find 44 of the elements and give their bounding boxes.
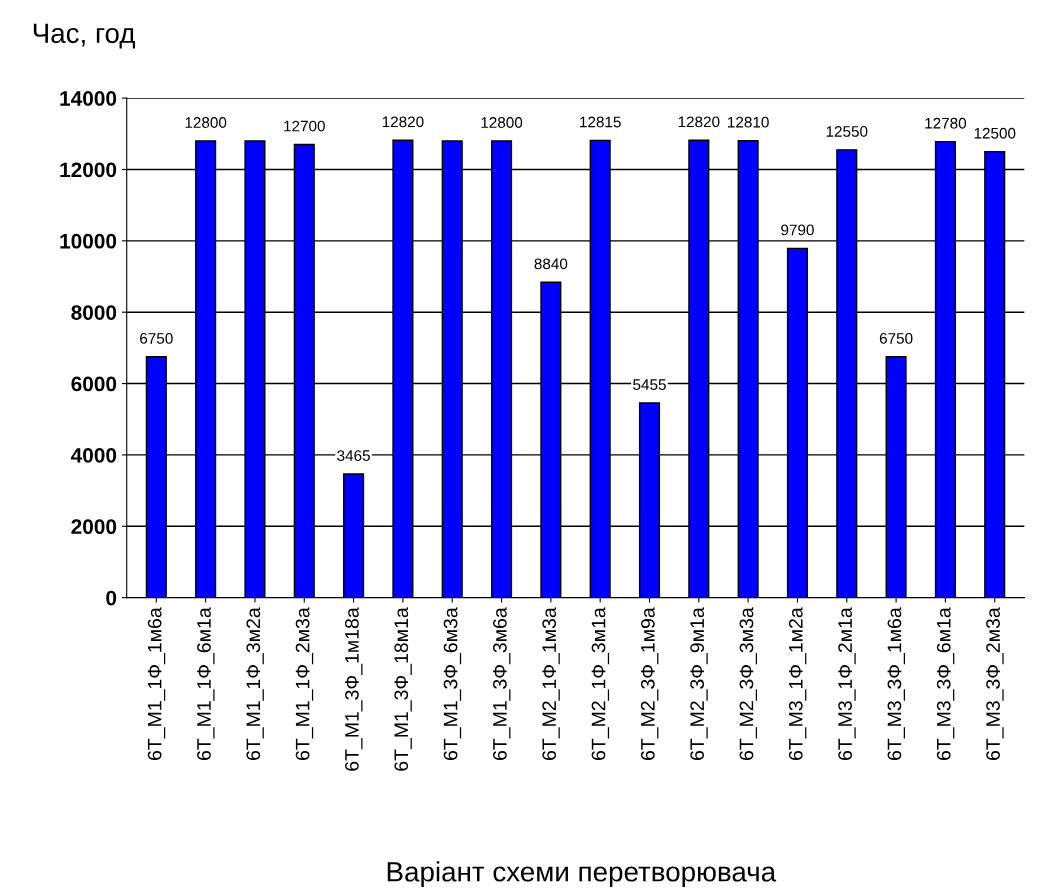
x-tick-label: 6Т_М1_1Ф_3м2а [246, 607, 264, 760]
x-tick-label: 6Т_М3_3Ф_1м6а [887, 607, 905, 760]
data-label: 12780 [925, 117, 967, 129]
data-label: 3465 [337, 450, 370, 461]
x-tick-label: 6Т_М3_3Ф_2м3а [986, 607, 1004, 760]
x-tick-label: 6Т_М3_3Ф_6м1а [936, 607, 955, 760]
x-tick-label: 6Т_М1_3Ф_1м18а [345, 607, 363, 771]
data-label: 12820 [382, 116, 424, 128]
data-label: 12810 [728, 116, 769, 128]
data-label: 8840 [534, 258, 568, 270]
x-tick-label: 6Т_М2_1Ф_3м1а [591, 607, 610, 760]
x-tick-label: 6Т_М2_1Ф_1м3а [542, 607, 560, 760]
y-tick-label: 2000 [71, 519, 117, 535]
y-axis-title: Час, год [33, 23, 136, 49]
x-tick-label: 6Т_М2_3Ф_3м3а [739, 607, 758, 760]
y-tick-label: 10000 [60, 233, 117, 249]
x-tick-label: 6Т_М1_1Ф_1м6а [147, 607, 166, 760]
data-label: 12820 [678, 116, 720, 128]
y-tick-label: 8000 [71, 305, 117, 320]
x-tick-label: 6Т_М1_3Ф_3м6а [492, 607, 511, 760]
y-tick-label: 6000 [71, 376, 117, 392]
x-tick-label: 6Т_М1_1Ф_6м1а [197, 607, 215, 760]
data-label: 12800 [185, 117, 227, 128]
y-tick-label: 12000 [60, 162, 117, 178]
data-label: 6750 [879, 332, 913, 344]
y-tick-label: 0 [106, 590, 117, 606]
x-tick-label: 6Т_М3_1Ф_2м1а [838, 607, 856, 760]
data-label: 6750 [140, 332, 173, 344]
data-label: 12815 [580, 116, 621, 128]
x-axis-title: Варіант схеми перетворювача [387, 861, 777, 888]
x-tick-label: 6Т_М3_1Ф_1м2а [788, 607, 807, 760]
x-tick-label: 6Т_М1_3Ф_18м1а [394, 607, 412, 771]
y-tick-label: 14000 [60, 91, 117, 106]
x-tick-label: 6Т_М2_3Ф_1м9а [640, 607, 659, 760]
data-label: 12550 [826, 126, 868, 137]
data-label: 12500 [974, 127, 1016, 139]
data-label: 12700 [284, 120, 325, 132]
data-label: 12800 [481, 117, 523, 128]
data-label: 9790 [781, 224, 814, 236]
x-tick-label: 6Т_М2_3Ф_9м1а [690, 607, 708, 760]
x-tick-label: 6Т_М1_3Ф_6м3а [443, 607, 462, 760]
data-label: 5455 [633, 379, 666, 390]
y-tick-label: 4000 [70, 447, 117, 463]
x-tick-label: 6Т_М1_1Ф_2м3а [295, 607, 314, 760]
